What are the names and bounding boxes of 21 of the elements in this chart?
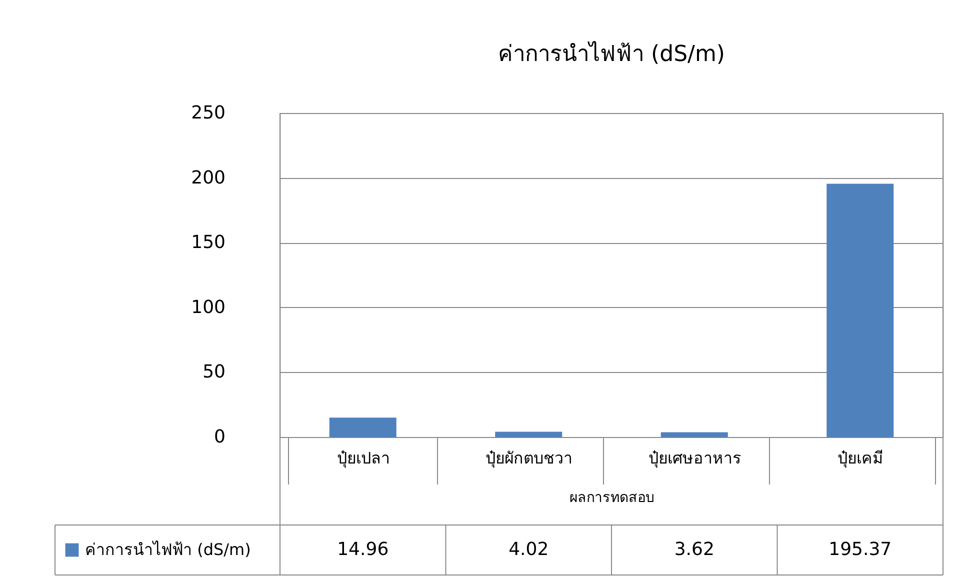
x-tick-label: ปุ๋ยผักตบชวา	[486, 448, 573, 468]
x-tick-label: ปุ๋ยเปลา	[336, 448, 390, 468]
data-label: 14.96	[337, 539, 389, 560]
x-axis-title: ผลการทดสอบ	[570, 490, 654, 506]
chart-title: ค่าการนำไฟฟ้า (dS/m)	[498, 41, 725, 67]
data-label: 195.37	[828, 539, 892, 560]
x-tick-label: ปุ๋ยเคมี	[838, 448, 884, 468]
bar	[660, 432, 728, 437]
data-label: 4.02	[508, 539, 549, 560]
x-tick-label: ปุ๋ยเศษอาหาร	[648, 448, 742, 468]
legend-label: ค่าการนำไฟฟ้า (dS/m)	[85, 540, 251, 559]
data-label: 3.62	[674, 539, 714, 560]
y-tick-label: 0	[214, 426, 226, 448]
y-tick-label: 150	[191, 232, 226, 254]
bar	[826, 184, 894, 437]
y-tick-label: 250	[191, 102, 226, 124]
y-tick-label: 100	[191, 296, 226, 318]
bar	[329, 418, 396, 437]
y-tick-label: 200	[191, 167, 226, 188]
bar	[495, 432, 562, 437]
y-tick-label: 50	[202, 362, 226, 383]
